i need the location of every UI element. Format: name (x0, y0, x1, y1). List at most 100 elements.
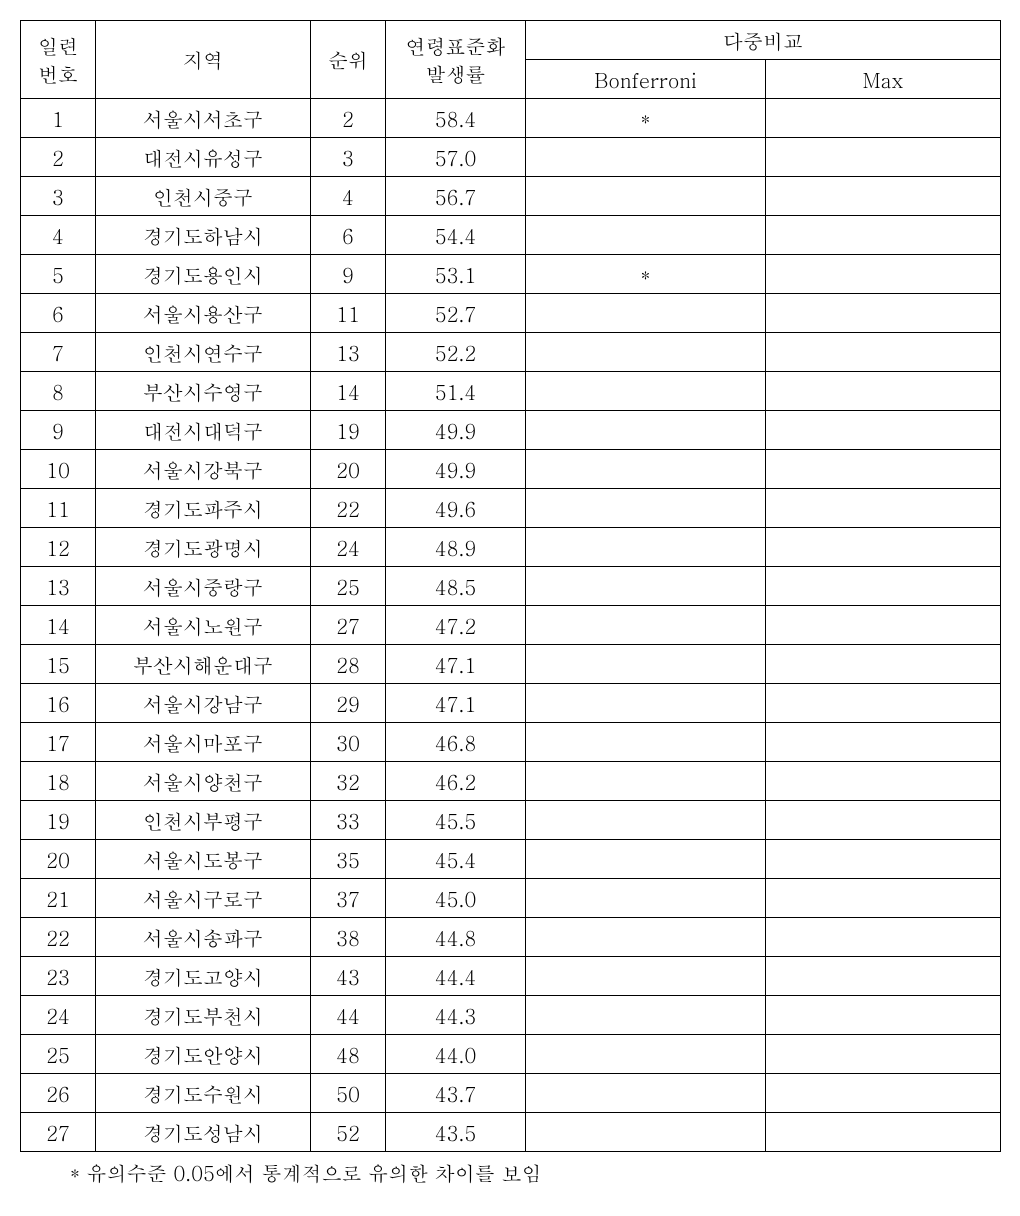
cell-region: 경기도광명시 (96, 528, 311, 567)
table-row: 2대전시유성구357.0 (21, 138, 1001, 177)
cell-bonferroni (526, 216, 766, 255)
cell-seq: 7 (21, 333, 96, 372)
cell-bonferroni (526, 294, 766, 333)
table-row: 20서울시도봉구3545.4 (21, 840, 1001, 879)
table-row: 13서울시중랑구2548.5 (21, 567, 1001, 606)
cell-seq: 27 (21, 1113, 96, 1152)
cell-rank: 14 (311, 372, 386, 411)
cell-region: 대전시유성구 (96, 138, 311, 177)
cell-seq: 23 (21, 957, 96, 996)
cell-max (766, 879, 1001, 918)
cell-seq: 8 (21, 372, 96, 411)
cell-region: 서울시서초구 (96, 99, 311, 138)
table-row: 4경기도하남시654.4 (21, 216, 1001, 255)
cell-region: 경기도하남시 (96, 216, 311, 255)
cell-bonferroni (526, 411, 766, 450)
header-seq: 일련 번호 (21, 21, 96, 99)
cell-rate: 47.1 (386, 684, 526, 723)
cell-rank: 37 (311, 879, 386, 918)
cell-rate: 56.7 (386, 177, 526, 216)
header-region: 지역 (96, 21, 311, 99)
cell-seq: 3 (21, 177, 96, 216)
cell-rate: 47.1 (386, 645, 526, 684)
header-rate-line2: 발생률 (426, 59, 486, 88)
table-row: 24경기도부천시4444.3 (21, 996, 1001, 1035)
cell-rate: 48.5 (386, 567, 526, 606)
table-row: 6서울시용산구1152.7 (21, 294, 1001, 333)
cell-max (766, 1074, 1001, 1113)
cell-region: 경기도부천시 (96, 996, 311, 1035)
cell-seq: 21 (21, 879, 96, 918)
cell-max (766, 450, 1001, 489)
cell-max (766, 723, 1001, 762)
incidence-table: 일련 번호 지역 순위 연령표준화 발생률 다중비교 Bonferroni Ma… (20, 20, 1001, 1152)
table-row: 9대전시대덕구1949.9 (21, 411, 1001, 450)
cell-rate: 49.9 (386, 411, 526, 450)
cell-region: 서울시중랑구 (96, 567, 311, 606)
cell-seq: 4 (21, 216, 96, 255)
cell-region: 서울시양천구 (96, 762, 311, 801)
cell-seq: 10 (21, 450, 96, 489)
cell-max (766, 411, 1001, 450)
cell-rate: 47.2 (386, 606, 526, 645)
cell-rank: 48 (311, 1035, 386, 1074)
cell-bonferroni (526, 1035, 766, 1074)
header-comparison: 다중비교 (526, 21, 1001, 60)
table-header: 일련 번호 지역 순위 연령표준화 발생률 다중비교 Bonferroni Ma… (21, 21, 1001, 99)
cell-rank: 9 (311, 255, 386, 294)
table-row: 1서울시서초구258.4* (21, 99, 1001, 138)
cell-rank: 4 (311, 177, 386, 216)
cell-region: 서울시강북구 (96, 450, 311, 489)
cell-region: 인천시부평구 (96, 801, 311, 840)
cell-rate: 44.8 (386, 918, 526, 957)
cell-seq: 26 (21, 1074, 96, 1113)
cell-seq: 5 (21, 255, 96, 294)
cell-rank: 19 (311, 411, 386, 450)
cell-seq: 25 (21, 1035, 96, 1074)
cell-bonferroni (526, 801, 766, 840)
cell-rate: 57.0 (386, 138, 526, 177)
table-row: 11경기도파주시2249.6 (21, 489, 1001, 528)
cell-max (766, 567, 1001, 606)
table-row: 5경기도용인시953.1* (21, 255, 1001, 294)
cell-rate: 52.7 (386, 294, 526, 333)
cell-max (766, 216, 1001, 255)
cell-rank: 35 (311, 840, 386, 879)
table-row: 26경기도수원시5043.7 (21, 1074, 1001, 1113)
cell-max (766, 645, 1001, 684)
cell-seq: 6 (21, 294, 96, 333)
cell-bonferroni (526, 645, 766, 684)
cell-rate: 44.3 (386, 996, 526, 1035)
table-row: 18서울시양천구3246.2 (21, 762, 1001, 801)
cell-region: 인천시연수구 (96, 333, 311, 372)
cell-bonferroni (526, 606, 766, 645)
table-row: 12경기도광명시2448.9 (21, 528, 1001, 567)
cell-max (766, 606, 1001, 645)
cell-rate: 51.4 (386, 372, 526, 411)
cell-rate: 53.1 (386, 255, 526, 294)
cell-rate: 45.5 (386, 801, 526, 840)
cell-bonferroni (526, 567, 766, 606)
cell-seq: 9 (21, 411, 96, 450)
cell-max (766, 762, 1001, 801)
cell-rank: 38 (311, 918, 386, 957)
cell-bonferroni (526, 762, 766, 801)
cell-rank: 27 (311, 606, 386, 645)
cell-rank: 20 (311, 450, 386, 489)
cell-rate: 43.7 (386, 1074, 526, 1113)
cell-seq: 11 (21, 489, 96, 528)
cell-rank: 22 (311, 489, 386, 528)
header-seq-line2: 번호 (38, 59, 78, 88)
cell-rank: 3 (311, 138, 386, 177)
cell-rate: 54.4 (386, 216, 526, 255)
cell-bonferroni (526, 333, 766, 372)
cell-rate: 49.9 (386, 450, 526, 489)
cell-max (766, 918, 1001, 957)
table-row: 7인천시연수구1352.2 (21, 333, 1001, 372)
cell-seq: 18 (21, 762, 96, 801)
cell-rank: 52 (311, 1113, 386, 1152)
cell-region: 인천시중구 (96, 177, 311, 216)
cell-rate: 49.6 (386, 489, 526, 528)
header-rank: 순위 (311, 21, 386, 99)
cell-region: 서울시송파구 (96, 918, 311, 957)
